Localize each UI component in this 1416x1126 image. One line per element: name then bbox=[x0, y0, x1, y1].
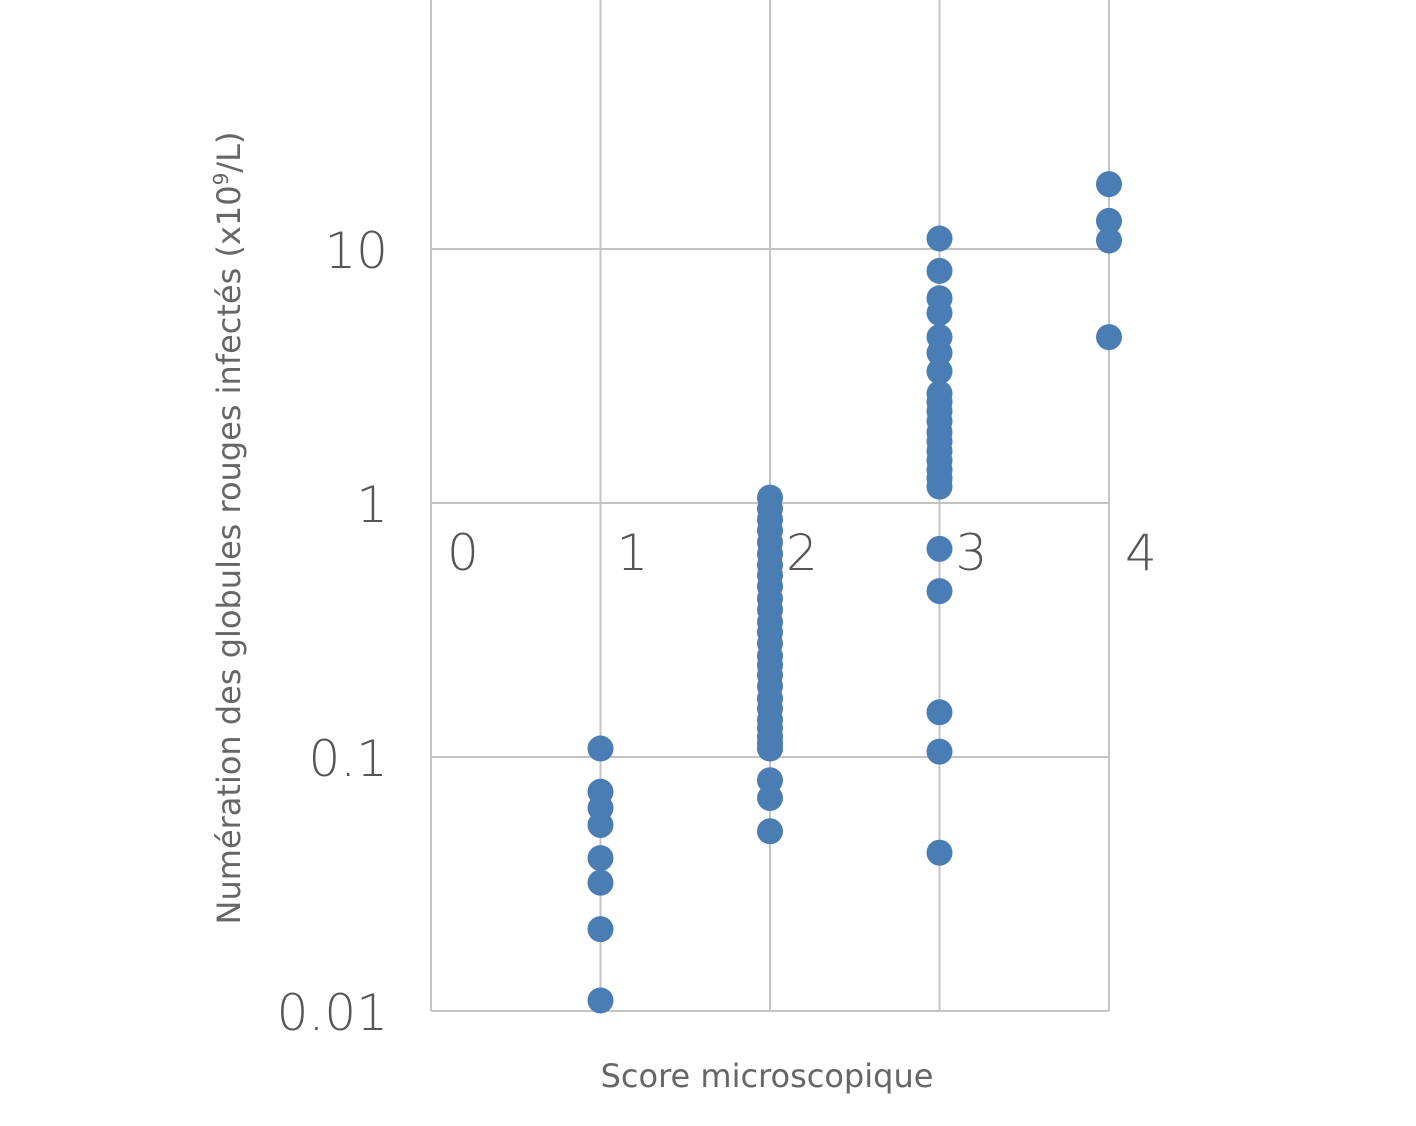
y-axis-title: Numération des globules rouges infectés … bbox=[209, 132, 248, 925]
data-point bbox=[926, 535, 953, 562]
tick-labels: 10 1 0.1 0.01 0 1 2 3 4 bbox=[277, 222, 1157, 1042]
data-point bbox=[926, 578, 953, 605]
data-point bbox=[757, 784, 783, 811]
y-axis-title-sup: 9 bbox=[209, 173, 233, 186]
data-point bbox=[587, 845, 614, 872]
data-point bbox=[587, 916, 614, 943]
data-point bbox=[926, 738, 953, 765]
data-points bbox=[587, 171, 1122, 1014]
data-point bbox=[587, 811, 614, 838]
grid bbox=[430, 0, 1110, 1012]
data-point bbox=[926, 473, 953, 500]
data-point bbox=[1096, 324, 1122, 351]
data-point bbox=[587, 869, 614, 896]
data-point bbox=[1096, 207, 1122, 234]
data-point bbox=[757, 818, 783, 845]
y-axis-title-end: /L) bbox=[210, 132, 248, 173]
data-point bbox=[926, 358, 953, 385]
x-tick-label: 1 bbox=[617, 524, 649, 582]
data-point bbox=[926, 339, 953, 366]
y-tick-label: 10 bbox=[324, 222, 388, 280]
y-tick-label: 0.1 bbox=[308, 730, 388, 788]
data-point bbox=[757, 735, 783, 762]
x-axis-title: Score microscopique bbox=[601, 1057, 934, 1095]
data-point bbox=[926, 257, 953, 284]
y-axis-title-main: Numération des globules rouges infectés … bbox=[210, 185, 248, 924]
x-tick-label: 3 bbox=[956, 524, 988, 582]
x-tick-label: 2 bbox=[786, 524, 818, 582]
data-point bbox=[926, 225, 953, 252]
data-point bbox=[1096, 227, 1122, 254]
data-point bbox=[587, 987, 614, 1014]
y-tick-label: 1 bbox=[356, 476, 388, 534]
data-point bbox=[926, 839, 953, 866]
y-tick-label: 0.01 bbox=[277, 984, 388, 1042]
data-point bbox=[1096, 171, 1122, 198]
x-tick-label: 0 bbox=[447, 524, 479, 582]
data-point bbox=[926, 699, 953, 726]
x-tick-label: 4 bbox=[1125, 524, 1157, 582]
data-point bbox=[926, 299, 953, 326]
data-point bbox=[587, 735, 614, 762]
